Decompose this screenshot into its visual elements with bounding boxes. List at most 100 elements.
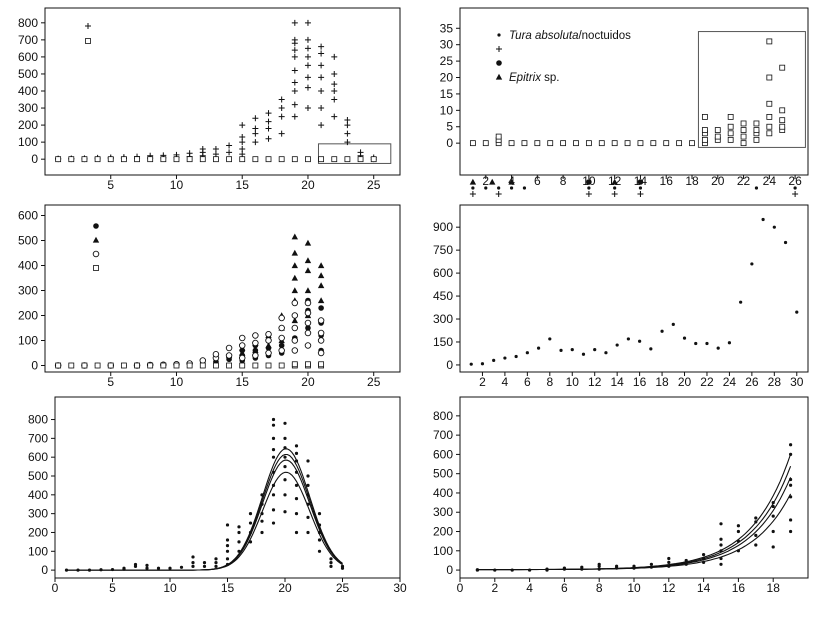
data-point: [793, 186, 797, 190]
x-tick-label: 0: [457, 581, 464, 595]
x-tick-label: 12: [662, 581, 676, 595]
data-point: [226, 156, 232, 163]
data-point: [719, 556, 723, 561]
x-tick-label: 16: [660, 174, 674, 188]
data-point: [260, 530, 264, 535]
data-point: [716, 346, 720, 350]
y-tick-label: 400: [18, 84, 38, 98]
data-point: [265, 135, 272, 142]
data-point: [291, 287, 299, 294]
data-point: [278, 362, 285, 369]
data-point: [156, 566, 161, 570]
data-point: [260, 519, 264, 523]
data-point: [202, 564, 207, 568]
fit-curve: [477, 454, 792, 571]
y-tick-label: 20: [440, 71, 454, 85]
data-point: [294, 530, 299, 535]
data-point: [317, 329, 325, 337]
data-point: [173, 362, 180, 369]
data-point: [160, 156, 167, 163]
data-point: [306, 474, 310, 478]
series-square: [55, 156, 377, 163]
data-point: [248, 521, 253, 525]
data-point: [239, 156, 246, 163]
data-point: [291, 47, 298, 54]
data-point: [294, 512, 299, 516]
legend-marker: [92, 250, 100, 258]
data-point: [225, 557, 230, 561]
data-point: [318, 43, 325, 50]
data-point: [291, 233, 299, 240]
fit-curve: [477, 465, 792, 571]
data-point: [304, 287, 312, 294]
zoom-box: [697, 31, 806, 148]
data-point: [593, 348, 597, 352]
legend: Tura absoluta/noctuidos Epitrix sp.: [495, 30, 631, 84]
data-point: [581, 352, 586, 356]
data-point: [740, 133, 747, 140]
data-point: [294, 444, 299, 448]
y-tick-label: 600: [18, 50, 38, 64]
data-point: [331, 88, 338, 94]
data-point: [133, 562, 138, 567]
data-point: [702, 553, 706, 557]
y-tick-label: 750: [433, 243, 453, 257]
x-tick-label: 6: [524, 375, 531, 389]
series-circle: [54, 299, 325, 369]
data-point: [271, 436, 276, 440]
data-point: [736, 524, 741, 528]
data-point: [283, 478, 287, 482]
data-point: [727, 113, 734, 120]
data-point: [667, 564, 671, 568]
data-point: [663, 140, 670, 147]
data-point: [560, 140, 567, 147]
data-point: [637, 179, 644, 185]
data-point: [329, 557, 333, 561]
x-tick-label: 20: [301, 375, 315, 389]
data-point: [134, 156, 140, 163]
x-tick-label: 16: [633, 375, 647, 389]
data-point: [237, 540, 241, 544]
x-tick-label: 5: [109, 581, 116, 595]
data-point: [291, 53, 298, 60]
data-point: [160, 362, 167, 369]
series-dot: [475, 443, 793, 572]
data-point: [792, 191, 799, 197]
data-point: [611, 191, 618, 197]
data-point: [719, 543, 723, 547]
data-point: [534, 140, 541, 147]
data-point: [484, 186, 488, 190]
data-point: [694, 341, 698, 346]
data-point: [789, 518, 793, 522]
data-point: [306, 502, 310, 506]
data-point: [318, 88, 325, 94]
data-point: [719, 522, 723, 526]
panel-frame: [44, 204, 401, 373]
data-point: [318, 156, 325, 163]
data-point: [199, 156, 206, 163]
x-tick-label: 25: [367, 178, 381, 192]
data-point: [110, 567, 115, 572]
data-point: [283, 493, 287, 497]
data-point: [522, 186, 527, 190]
data-point: [294, 496, 299, 501]
data-point: [68, 156, 75, 163]
data-point: [604, 351, 608, 355]
data-point: [248, 530, 253, 535]
y-tick-label: 0: [41, 563, 48, 577]
data-point: [702, 560, 706, 564]
data-point: [87, 568, 92, 572]
data-point: [771, 545, 775, 549]
y-tick-label: 150: [433, 335, 453, 349]
data-point: [265, 118, 272, 125]
x-tick-label: 25: [367, 375, 381, 389]
x-tick-label: 6: [561, 581, 568, 595]
data-point: [294, 470, 299, 474]
data-point: [291, 19, 298, 26]
data-point: [168, 566, 172, 570]
y-tick-label: 300: [18, 284, 38, 298]
legend-label: Epitrix sp.: [509, 72, 560, 84]
